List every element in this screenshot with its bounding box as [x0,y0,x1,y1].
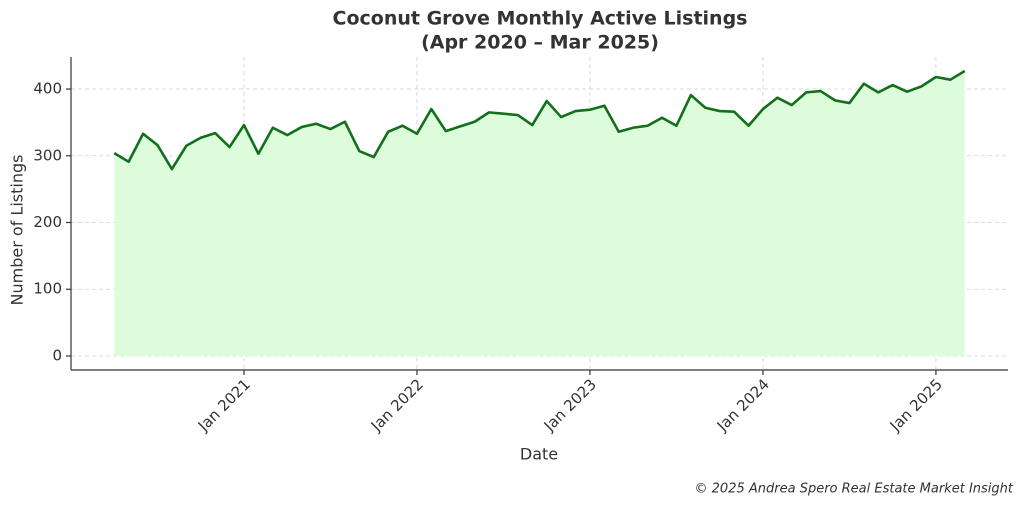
x-tick-label: Jan 2025 [886,375,946,435]
footer: © 2025 Andrea Spero Real Estate Market I… [695,482,1014,497]
x-tick-label: Jan 2023 [540,375,600,435]
x-axis-label: Date [520,445,558,464]
chart-subtitle: (Apr 2020 – Mar 2025) [421,32,659,54]
y-tick-label: 300 [33,146,62,164]
chart-title: Coconut Grove Monthly Active Listings [333,8,748,30]
y-tick-label: 0 [52,346,62,364]
x-tick-label: Jan 2021 [194,375,254,435]
x-tick-label: Jan 2022 [367,375,427,435]
y-tick-label: 400 [33,80,62,98]
line [113,69,966,171]
plot-area: 0 100 200 300 400 Jan 2021 Jan 2022 Jan 2023 Jan… [33,57,1008,435]
y-axis-label: Number of Listings [8,155,27,306]
y-tick-label: 200 [33,213,62,231]
x-tick-label: Jan 2024 [713,375,773,435]
y-tick-label: 100 [33,280,62,298]
area-fill [114,71,965,356]
